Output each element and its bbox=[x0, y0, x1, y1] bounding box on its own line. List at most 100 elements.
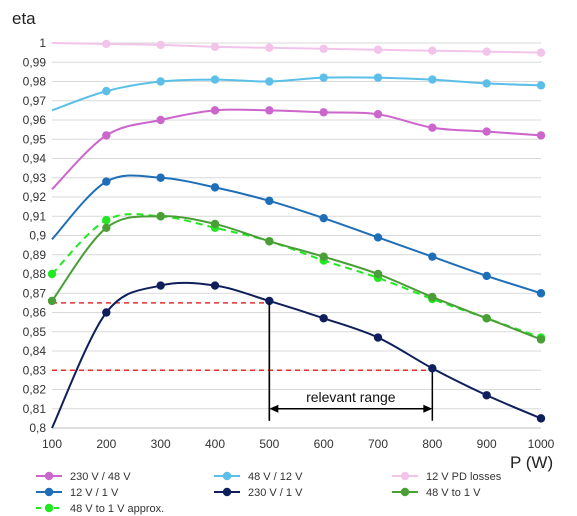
legend-swatch-marker bbox=[44, 471, 54, 481]
data-point bbox=[102, 131, 111, 140]
data-point bbox=[536, 131, 546, 140]
data-point bbox=[210, 42, 220, 52]
y-tick-label: 0,82 bbox=[23, 383, 47, 397]
data-point bbox=[536, 414, 546, 423]
data-point bbox=[482, 391, 491, 400]
x-axis-label: P (W) bbox=[510, 453, 553, 472]
series-3 bbox=[51, 173, 546, 298]
data-point bbox=[482, 127, 491, 136]
data-point bbox=[47, 296, 57, 306]
y-tick-label: 0,98 bbox=[23, 75, 47, 89]
data-point bbox=[210, 219, 220, 229]
legend-item: 48 V to 1 V bbox=[392, 487, 481, 499]
series-6 bbox=[47, 212, 546, 342]
legend-item: 230 V / 1 V bbox=[214, 487, 303, 499]
series-2 bbox=[51, 39, 546, 57]
legend-item: 12 V PD losses bbox=[392, 471, 502, 483]
y-tick-label: 0,95 bbox=[23, 132, 47, 146]
data-point bbox=[319, 44, 328, 53]
data-point bbox=[373, 333, 383, 342]
y-tick-label: 0,97 bbox=[23, 94, 47, 108]
x-tick-labels: 100 200 300 400 500 600 700 800 900 1000 bbox=[42, 437, 555, 451]
data-point bbox=[319, 108, 328, 117]
x-tick-label: 700 bbox=[368, 437, 388, 451]
data-point bbox=[373, 45, 383, 54]
data-point bbox=[373, 233, 383, 242]
data-point bbox=[482, 79, 491, 88]
data-point bbox=[102, 308, 111, 317]
y-tick-label: 0,91 bbox=[23, 209, 47, 223]
data-point bbox=[265, 43, 274, 53]
data-point bbox=[319, 252, 328, 261]
arrow-head-right bbox=[423, 404, 433, 413]
data-point bbox=[428, 252, 437, 261]
series-line bbox=[51, 215, 542, 341]
series-line bbox=[51, 213, 542, 339]
x-tick-label: 500 bbox=[259, 437, 279, 451]
series-line bbox=[51, 76, 542, 112]
series-line bbox=[51, 42, 542, 54]
y-tick-label: 0,9 bbox=[29, 229, 46, 243]
data-point bbox=[428, 46, 437, 55]
y-tick-label: 0,86 bbox=[23, 306, 47, 320]
data-point bbox=[428, 123, 437, 132]
series-lines bbox=[47, 39, 546, 429]
y-tick-label: 0,85 bbox=[23, 325, 47, 339]
legend-swatch-marker bbox=[222, 471, 232, 481]
data-point bbox=[156, 212, 165, 221]
legend: 230 V / 48 V 48 V / 12 V 12 V PD losses 12 … bbox=[36, 471, 502, 515]
data-point bbox=[373, 269, 383, 279]
data-point bbox=[536, 81, 546, 90]
data-point bbox=[102, 223, 111, 232]
data-point bbox=[319, 73, 328, 82]
series-4 bbox=[51, 281, 546, 429]
data-point bbox=[47, 269, 57, 279]
y-tick-label: 1 bbox=[39, 36, 46, 50]
legend-label: 12 V / 1 V bbox=[70, 487, 119, 499]
x-tick-label: 200 bbox=[96, 437, 116, 451]
data-point bbox=[536, 335, 546, 344]
y-tick-label: 0,8 bbox=[29, 421, 46, 435]
y-tick-label: 0,89 bbox=[23, 248, 47, 262]
data-point bbox=[210, 106, 220, 115]
series-0 bbox=[51, 106, 546, 191]
y-tick-label: 0,93 bbox=[23, 171, 47, 185]
relevant-range-annotation: relevant range bbox=[268, 302, 433, 421]
data-point bbox=[265, 237, 274, 246]
data-point bbox=[156, 40, 165, 50]
y-tick-label: 0,81 bbox=[23, 402, 47, 416]
data-point bbox=[373, 73, 383, 82]
y-tick-label: 0,83 bbox=[23, 363, 47, 377]
data-point bbox=[373, 110, 383, 119]
legend-swatch-marker bbox=[400, 487, 410, 497]
x-tick-label: 400 bbox=[205, 437, 225, 451]
data-point bbox=[265, 296, 274, 306]
series-5 bbox=[47, 212, 546, 344]
y-tick-label: 0,87 bbox=[23, 286, 47, 300]
y-tick-label: 0,99 bbox=[23, 55, 47, 69]
data-point bbox=[428, 75, 437, 84]
x-tick-label: 100 bbox=[42, 437, 62, 451]
data-point bbox=[428, 292, 437, 302]
arrow-head-left bbox=[269, 404, 279, 413]
series-line bbox=[51, 174, 542, 295]
data-point bbox=[428, 364, 437, 373]
data-point bbox=[210, 183, 220, 192]
legend-label: 48 V to 1 V bbox=[426, 487, 481, 499]
data-point bbox=[156, 281, 165, 290]
x-tick-label: 800 bbox=[422, 437, 442, 451]
legend-label: 48 V / 12 V bbox=[248, 471, 303, 483]
data-point bbox=[319, 314, 328, 323]
legend-swatch-marker bbox=[400, 471, 410, 481]
series-line bbox=[51, 108, 542, 191]
y-tick-label: 0,92 bbox=[23, 190, 47, 204]
legend-swatch-marker bbox=[44, 487, 54, 497]
data-point bbox=[102, 215, 111, 225]
data-point bbox=[265, 77, 274, 86]
relevant-range-label: relevant range bbox=[306, 389, 396, 405]
legend-swatch-marker bbox=[44, 503, 54, 513]
data-point bbox=[536, 48, 546, 57]
legend-item: 12 V / 1 V bbox=[36, 487, 119, 499]
x-tick-label: 600 bbox=[314, 437, 334, 451]
